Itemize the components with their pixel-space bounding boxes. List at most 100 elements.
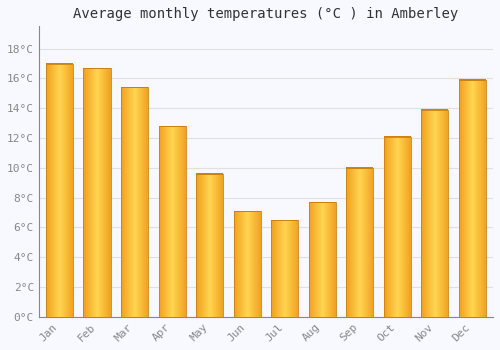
Bar — [204, 174, 205, 317]
Bar — [175, 126, 176, 317]
Bar — [468, 80, 469, 317]
Bar — [437, 110, 438, 317]
Bar — [333, 202, 334, 317]
Bar — [429, 110, 430, 317]
Bar — [54, 63, 56, 317]
Bar — [248, 211, 249, 317]
Bar — [52, 63, 54, 317]
Bar — [99, 68, 100, 317]
Bar — [354, 168, 355, 317]
Bar — [346, 168, 347, 317]
Bar — [439, 110, 440, 317]
Bar — [271, 220, 298, 317]
Bar — [196, 174, 197, 317]
Bar — [218, 174, 219, 317]
Bar — [316, 202, 317, 317]
Bar — [196, 173, 223, 175]
Bar — [331, 202, 332, 317]
Bar — [50, 63, 51, 317]
Bar — [318, 202, 319, 317]
Bar — [61, 63, 62, 317]
Bar — [164, 126, 166, 317]
Bar — [432, 110, 433, 317]
Bar — [243, 211, 244, 317]
Bar — [385, 136, 386, 317]
Bar — [103, 68, 104, 317]
Bar — [322, 202, 323, 317]
Bar — [101, 68, 102, 317]
Bar — [173, 126, 174, 317]
Bar — [121, 88, 148, 317]
Bar — [100, 68, 101, 317]
Bar — [200, 174, 201, 317]
Bar — [410, 136, 411, 317]
Bar — [246, 211, 247, 317]
Bar — [446, 110, 447, 317]
Bar — [390, 136, 391, 317]
Bar — [271, 220, 272, 317]
Bar — [404, 136, 405, 317]
Bar — [84, 68, 110, 317]
Bar — [427, 110, 428, 317]
Bar — [438, 110, 439, 317]
Bar — [46, 63, 48, 317]
Bar — [467, 80, 468, 317]
Bar — [258, 211, 260, 317]
Bar — [347, 168, 348, 317]
Bar — [282, 220, 284, 317]
Bar — [349, 168, 350, 317]
Bar — [320, 202, 321, 317]
Bar — [65, 63, 66, 317]
Bar — [293, 220, 294, 317]
Bar — [62, 63, 63, 317]
Bar — [426, 110, 427, 317]
Bar — [128, 88, 129, 317]
Bar — [482, 80, 483, 317]
Bar — [105, 68, 106, 317]
Bar — [400, 136, 402, 317]
Bar — [356, 168, 357, 317]
Bar — [215, 174, 216, 317]
Bar — [46, 63, 73, 317]
Bar — [461, 80, 462, 317]
Bar — [328, 202, 329, 317]
Bar — [473, 80, 474, 317]
Bar — [273, 220, 274, 317]
Bar — [479, 80, 480, 317]
Bar — [172, 126, 173, 317]
Bar — [290, 220, 291, 317]
Bar — [323, 202, 324, 317]
Bar — [158, 126, 186, 127]
Bar — [351, 168, 352, 317]
Bar — [325, 202, 326, 317]
Bar — [478, 80, 479, 317]
Bar — [177, 126, 178, 317]
Bar — [296, 220, 297, 317]
Bar — [127, 88, 128, 317]
Bar — [441, 110, 442, 317]
Bar — [124, 88, 125, 317]
Bar — [84, 68, 110, 69]
Bar — [180, 126, 181, 317]
Bar — [476, 80, 477, 317]
Bar — [346, 168, 374, 317]
Bar — [93, 68, 94, 317]
Bar — [321, 202, 322, 317]
Bar — [384, 136, 385, 317]
Bar — [89, 68, 90, 317]
Bar — [278, 220, 280, 317]
Bar — [391, 136, 392, 317]
Bar — [137, 88, 138, 317]
Bar — [132, 88, 133, 317]
Bar — [389, 136, 390, 317]
Bar — [359, 168, 360, 317]
Bar — [352, 168, 353, 317]
Bar — [330, 202, 331, 317]
Bar — [350, 168, 351, 317]
Bar — [408, 136, 409, 317]
Bar — [160, 126, 162, 317]
Bar — [292, 220, 293, 317]
Bar — [436, 110, 437, 317]
Bar — [398, 136, 400, 317]
Bar — [179, 126, 180, 317]
